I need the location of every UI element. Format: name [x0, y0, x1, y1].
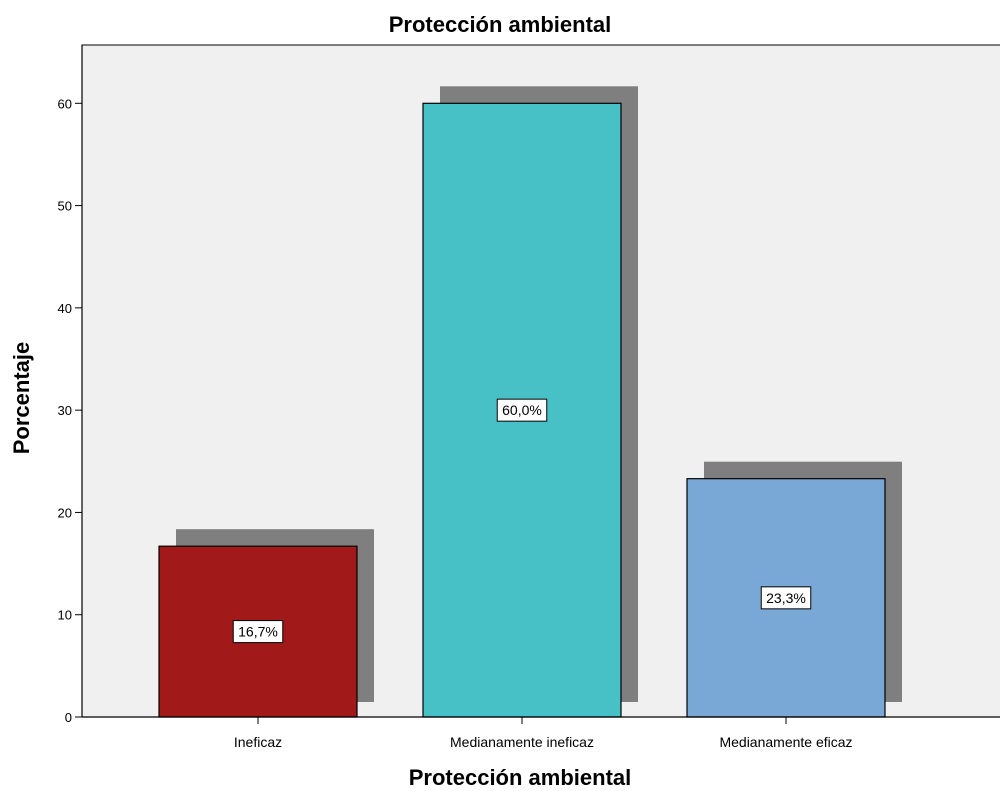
y-ticks-layer: 0 10 20 30 40 50 60: [58, 96, 82, 725]
data-label-box: [232, 620, 284, 644]
y-tick-label: 0: [65, 710, 72, 725]
chart-title: Protección ambiental: [388, 12, 612, 37]
data-label-box: [496, 398, 548, 422]
y-tick-label: 50: [58, 199, 72, 214]
y-tick-label: 30: [58, 403, 72, 418]
x-ticks-layer: Ineficaz Medianamente ineficaz Medianament…: [234, 717, 853, 750]
data-label: 60,0%: [502, 402, 542, 418]
data-labels-layer: 16,7% 60,0% 23,3%: [232, 398, 812, 644]
x-tick-label: Medianamente ineficaz: [450, 734, 594, 750]
data-label-box: [760, 586, 812, 610]
y-tick-label: 20: [58, 505, 72, 520]
x-tick-label: Medianamente eficaz: [719, 734, 852, 750]
x-axis-title: Protección ambiental: [408, 765, 632, 790]
x-tick-label: Ineficaz: [234, 734, 282, 750]
y-tick-label: 40: [58, 301, 72, 316]
data-label: 16,7%: [238, 624, 278, 640]
y-tick-label: 10: [58, 608, 72, 623]
y-tick-label: 60: [58, 96, 72, 111]
data-label: 23,3%: [766, 590, 806, 606]
